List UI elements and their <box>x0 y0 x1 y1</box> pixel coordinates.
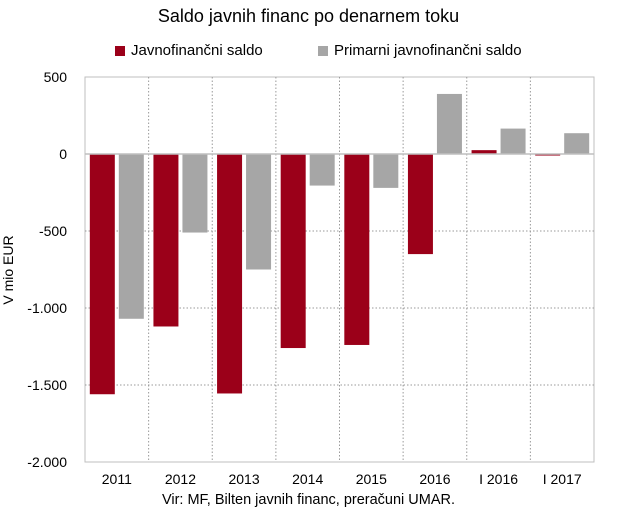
bar-javnofinancni-saldo-3 <box>280 154 306 349</box>
bar-javnofinancni-saldo-1 <box>153 154 179 327</box>
x-tick-label: 2012 <box>165 471 196 487</box>
x-tick-label: 2014 <box>292 471 323 487</box>
legend-label-javnofinancni-saldo: Javnofinančni saldo <box>131 42 263 59</box>
x-tick-label: I 2016 <box>479 471 518 487</box>
legend-label-primarni-saldo: Primarni javnofinančni saldo <box>334 42 522 59</box>
bar-javnofinancni-saldo-2 <box>217 154 243 394</box>
bar-primarni-saldo-7 <box>564 133 590 154</box>
bar-primarni-saldo-2 <box>246 154 272 270</box>
x-tick-label: 2013 <box>228 471 259 487</box>
y-tick-label: 500 <box>44 69 68 85</box>
y-tick-label: 0 <box>59 146 67 162</box>
y-tick-label: -500 <box>39 223 67 239</box>
bar-javnofinancni-saldo-0 <box>89 154 115 395</box>
x-tick-label: I 2017 <box>543 471 582 487</box>
bar-javnofinancni-saldo-5 <box>407 154 433 255</box>
legend: Javnofinančni saldo Primarni javnofinanč… <box>0 42 617 62</box>
legend-swatch-primarni-saldo <box>318 45 328 56</box>
bar-primarni-saldo-1 <box>182 154 208 233</box>
bar-javnofinancni-saldo-7 <box>535 154 561 156</box>
bar-primarni-saldo-4 <box>373 154 399 188</box>
bar-primarni-saldo-0 <box>118 154 144 319</box>
x-tick-label: 2011 <box>102 471 132 487</box>
legend-item-primarni-saldo: Primarni javnofinančni saldo <box>318 42 522 59</box>
bar-primarni-saldo-5 <box>436 93 462 154</box>
bar-primarni-saldo-3 <box>309 154 335 186</box>
bar-javnofinancni-saldo-6 <box>471 150 497 154</box>
x-tick-label: 2015 <box>356 471 387 487</box>
y-tick-label: -2.000 <box>27 454 67 470</box>
legend-item-javnofinancni-saldo: Javnofinančni saldo <box>115 42 263 59</box>
chart-title: Saldo javnih financ po denarnem toku <box>157 6 460 26</box>
bar-primarni-saldo-6 <box>500 128 526 154</box>
source-note: Vir: MF, Bilten javnih financ, preračuni… <box>161 492 456 508</box>
legend-swatch-javnofinancni-saldo <box>115 45 125 56</box>
y-tick-label: -1.000 <box>27 300 67 316</box>
bar-javnofinancni-saldo-4 <box>344 154 370 345</box>
y-tick-label: -1.500 <box>27 377 67 393</box>
x-tick-label: 2016 <box>419 471 450 487</box>
